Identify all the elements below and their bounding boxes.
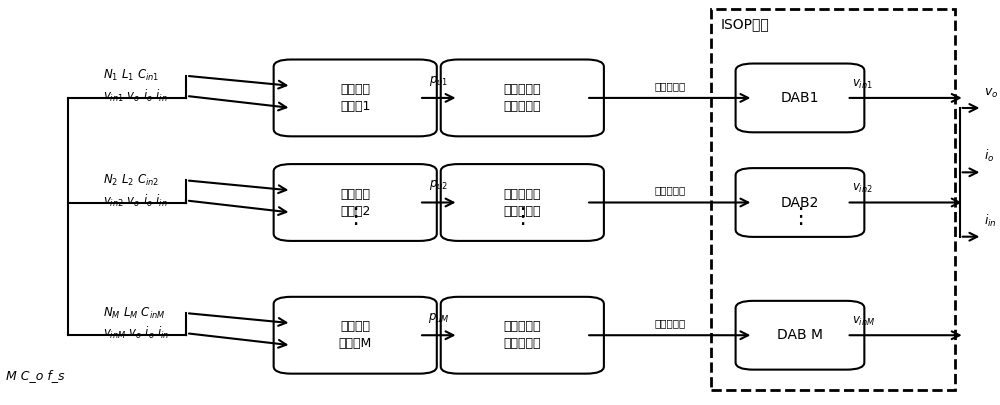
Text: ⋮: ⋮ [789, 207, 811, 226]
FancyBboxPatch shape [736, 301, 864, 370]
Text: 模型预测
控制器M: 模型预测 控制器M [339, 320, 372, 350]
Text: 三重移相电
流应力优化: 三重移相电 流应力优化 [504, 320, 541, 350]
Text: DAB1: DAB1 [781, 91, 819, 105]
Text: $\mathit{v}_{in2}$: $\mathit{v}_{in2}$ [852, 182, 872, 195]
Text: $\mathit{v}_{o}$: $\mathit{v}_{o}$ [984, 87, 999, 100]
Text: 三个移相角: 三个移相角 [654, 185, 685, 195]
Text: ⋮: ⋮ [344, 207, 366, 226]
Text: 三重移相电
流应力优化: 三重移相电 流应力优化 [504, 188, 541, 217]
FancyBboxPatch shape [274, 164, 437, 241]
Text: 三个移相角: 三个移相角 [654, 81, 685, 91]
Text: $\mathit{i}_{o}$: $\mathit{i}_{o}$ [984, 148, 995, 164]
FancyBboxPatch shape [736, 168, 864, 237]
FancyBboxPatch shape [441, 297, 604, 374]
Text: $N_M\ L_M\ C_{inM}$: $N_M\ L_M\ C_{inM}$ [103, 305, 165, 321]
FancyBboxPatch shape [274, 60, 437, 136]
Text: 三重移相电
流应力优化: 三重移相电 流应力优化 [504, 83, 541, 113]
Text: $\mathit{p}_{uM}$: $\mathit{p}_{uM}$ [428, 311, 450, 325]
Text: $\mathit{v}_{inM}$: $\mathit{v}_{inM}$ [852, 315, 875, 328]
Text: $v_{in2}\ v_o\ i_o\ i_{in}$: $v_{in2}\ v_o\ i_o\ i_{in}$ [103, 192, 167, 209]
Text: 三个移相角: 三个移相角 [654, 318, 685, 328]
Text: $\mathit{p}_{u1}$: $\mathit{p}_{u1}$ [429, 74, 448, 88]
Text: $N_1\ L_1\ C_{in1}$: $N_1\ L_1\ C_{in1}$ [103, 68, 159, 83]
Text: 模型预测
控制器2: 模型预测 控制器2 [340, 188, 370, 217]
FancyBboxPatch shape [441, 60, 604, 136]
Text: ISOP结构: ISOP结构 [721, 17, 770, 32]
FancyBboxPatch shape [274, 297, 437, 374]
Text: $v_{in1}\ v_o\ i_o\ i_{in}$: $v_{in1}\ v_o\ i_o\ i_{in}$ [103, 88, 167, 104]
Text: $N_2\ L_2\ C_{in2}$: $N_2\ L_2\ C_{in2}$ [103, 173, 159, 188]
Text: 模型预测
控制器1: 模型预测 控制器1 [340, 83, 370, 113]
Text: $v_{inM}\ v_o\ i_o\ i_{in}$: $v_{inM}\ v_o\ i_o\ i_{in}$ [103, 325, 169, 341]
Text: M C_o f_s: M C_o f_s [6, 369, 65, 382]
Text: DAB M: DAB M [777, 328, 823, 342]
Text: $\mathit{v}_{in1}$: $\mathit{v}_{in1}$ [852, 78, 873, 91]
Text: $\mathit{i}_{in}$: $\mathit{i}_{in}$ [984, 213, 997, 229]
FancyBboxPatch shape [441, 164, 604, 241]
Text: $\mathit{p}_{u2}$: $\mathit{p}_{u2}$ [429, 179, 448, 192]
Text: ⋮: ⋮ [511, 207, 533, 226]
Text: DAB2: DAB2 [781, 196, 819, 209]
FancyBboxPatch shape [736, 64, 864, 132]
